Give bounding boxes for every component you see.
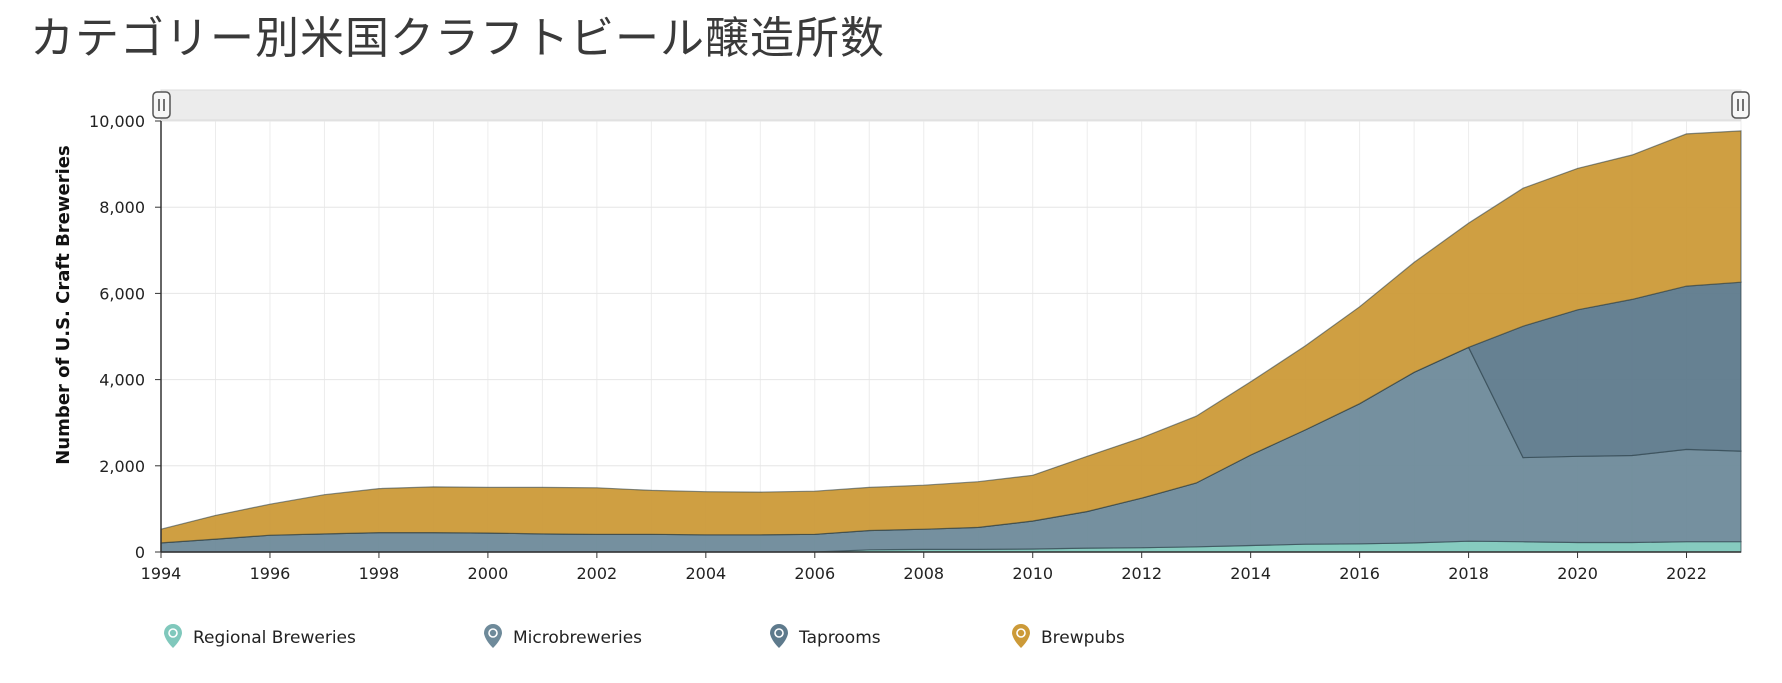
x-tick-label: 2022	[1666, 564, 1707, 583]
x-tick-label: 2006	[794, 564, 835, 583]
x-tick-label: 1994	[141, 564, 182, 583]
x-axis-ticks: 1994 1996 1998 2000 2002 2004 2006 2008 2010 2012…	[141, 552, 1707, 583]
glass-pin-icon	[770, 624, 788, 648]
legend-item-taprooms[interactable]: Taprooms	[770, 624, 881, 648]
y-tick-label: 0	[135, 543, 145, 562]
x-tick-label: 2020	[1557, 564, 1598, 583]
x-tick-label: 2010	[1012, 564, 1053, 583]
y-tick-label: 6,000	[99, 284, 145, 303]
x-tick-label: 2004	[685, 564, 726, 583]
range-start-handle[interactable]	[152, 91, 171, 119]
x-tick-label: 1998	[359, 564, 400, 583]
legend-label: Brewpubs	[1041, 628, 1125, 648]
page-title: カテゴリー別米国クラフトビール醸造所数	[30, 13, 885, 64]
legend-item-microbreweries[interactable]: Microbreweries	[484, 624, 642, 648]
y-tick-label: 4,000	[99, 371, 145, 390]
x-tick-label: 2018	[1448, 564, 1489, 583]
y-axis-label: Number of U.S. Craft Breweries	[53, 145, 74, 464]
range-navigator[interactable]	[160, 89, 1742, 121]
x-tick-label: 2012	[1121, 564, 1162, 583]
y-axis-ticks: 0 2,000 4,000 6,000 8,000 10,000	[89, 112, 161, 562]
x-tick-label: 2014	[1230, 564, 1271, 583]
x-tick-label: 2002	[577, 564, 618, 583]
axes	[160, 121, 1741, 553]
legend-item-regional-breweries[interactable]: Regional Breweries	[164, 624, 356, 648]
legend-label: Microbreweries	[513, 628, 642, 648]
y-tick-label: 2,000	[99, 457, 145, 476]
area-brewpubs[interactable]	[160, 130, 1742, 544]
x-tick-label: 1996	[250, 564, 291, 583]
legend: Regional Breweries Microbreweries Taprooms…	[164, 624, 1125, 648]
series-areas	[160, 130, 1742, 553]
brewpub-pin-icon	[1012, 624, 1030, 648]
glass-pin-icon	[484, 624, 502, 648]
range-end-handle[interactable]	[1731, 91, 1750, 119]
y-tick-label: 8,000	[99, 198, 145, 217]
legend-item-brewpubs[interactable]: Brewpubs	[1012, 624, 1125, 648]
y-tick-label: 10,000	[89, 112, 145, 131]
x-tick-label: 2000	[468, 564, 509, 583]
legend-label: Taprooms	[798, 628, 881, 648]
legend-label: Regional Breweries	[193, 628, 356, 648]
x-tick-label: 2016	[1339, 564, 1380, 583]
x-tick-label: 2008	[903, 564, 944, 583]
hop-pin-icon	[164, 624, 182, 648]
